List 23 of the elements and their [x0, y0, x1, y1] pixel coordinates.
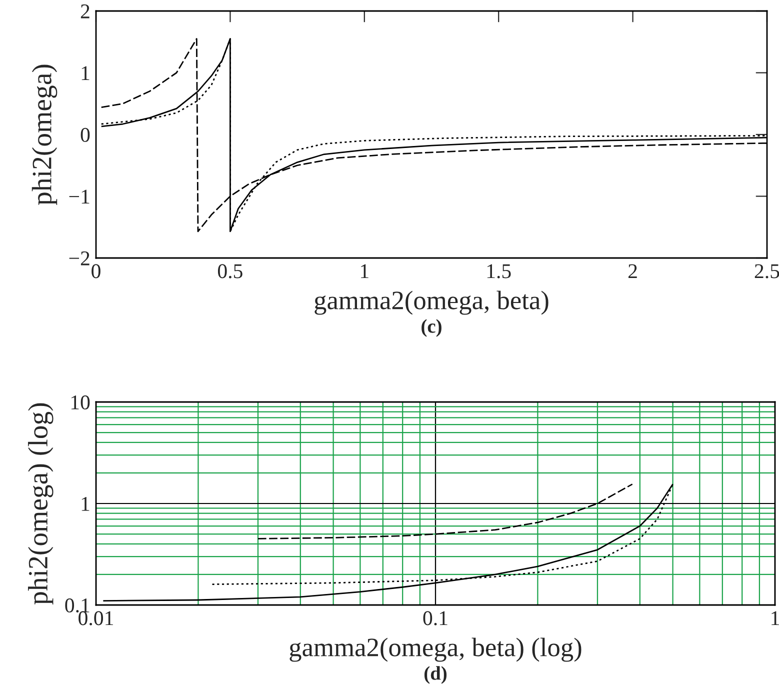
x-axis-title: gamma2(omega, beta) (log): [290, 638, 582, 662]
x-axis-title: gamma2(omega, beta): [314, 290, 548, 315]
y-tick-label: 1: [82, 66, 90, 80]
y-tick-label: −1: [69, 190, 90, 204]
y-axis-title: phi2(omega) (log): [28, 403, 54, 604]
y-tick-label: 0: [80, 128, 90, 142]
text: (d): [424, 666, 447, 684]
text: (c): [422, 319, 442, 337]
x-tick-label: 1: [772, 611, 779, 626]
y-tick-label: 1: [82, 496, 90, 511]
x-tick-label: 2: [628, 264, 637, 278]
y-tick-label: 2: [80, 4, 90, 18]
x-tick-label: 0.01: [78, 611, 113, 626]
y-tick-label: 10: [71, 395, 90, 410]
x-tick-label: 1: [361, 264, 368, 278]
x-tick-label: 1.5: [487, 264, 511, 278]
x-tick-label: 0.1: [423, 611, 448, 626]
x-tick-label: 0: [92, 264, 100, 278]
y-tick-label: −2: [69, 251, 90, 266]
x-tick-label: 2.5: [754, 264, 779, 278]
y-axis-title: phi2(omega): [32, 64, 58, 206]
y-tick-label: 0.1: [65, 598, 90, 613]
x-tick-label: 0.5: [218, 264, 242, 278]
